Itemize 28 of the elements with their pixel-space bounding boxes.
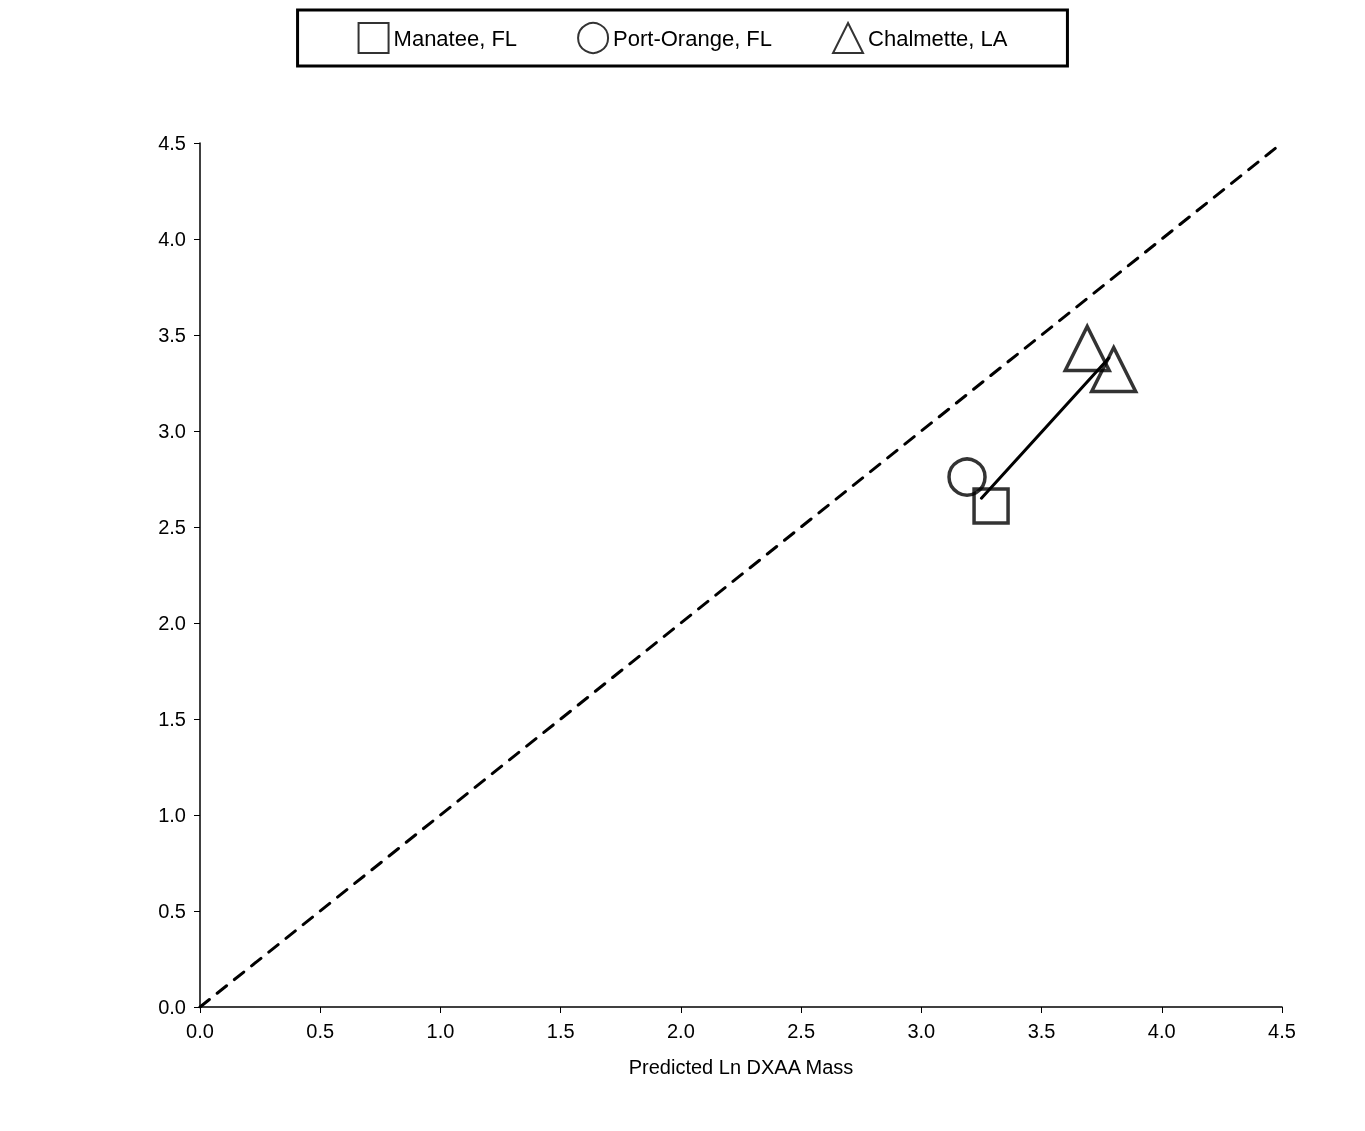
x-tick-label: 1.5 xyxy=(546,1020,575,1042)
x-tick-label: 3.0 xyxy=(907,1020,936,1042)
x-tick-label: 0.0 xyxy=(186,1020,214,1042)
y-tick-label: 4.5 xyxy=(158,132,186,154)
x-axis-title: Predicted Ln DXAA Mass xyxy=(628,1056,854,1078)
x-tick-label: 2.5 xyxy=(787,1020,816,1042)
x-tick-label: 2.0 xyxy=(666,1020,695,1042)
x-tick-label: 4.5 xyxy=(1268,1020,1296,1042)
point xyxy=(972,487,1010,525)
x-tick-label: 1.0 xyxy=(426,1020,455,1042)
y-tick-label: 1.5 xyxy=(158,708,186,730)
y-tick-label: 2.5 xyxy=(158,516,186,538)
y-tick-label: 3.5 xyxy=(158,324,186,346)
x-tick-label: 4.0 xyxy=(1147,1020,1176,1042)
point xyxy=(947,457,987,497)
x-tick-label: 3.5 xyxy=(1027,1020,1056,1042)
point xyxy=(1089,343,1139,394)
y-tick-label: 2.0 xyxy=(158,612,186,634)
x-tick-label: 0.5 xyxy=(306,1020,335,1042)
y-tick-label: 1.0 xyxy=(158,804,186,826)
y-tick-label: 0.0 xyxy=(158,996,186,1018)
y-tick-label: 3.0 xyxy=(158,420,186,442)
legend-label: Port-Orange, FL xyxy=(613,25,773,51)
legend-label: Chalmette, LA xyxy=(868,25,1008,51)
y-tick-label: 0.5 xyxy=(158,900,186,922)
legend-label: Manatee, FL xyxy=(393,25,518,51)
point xyxy=(1062,322,1112,373)
y-tick-label: 4.0 xyxy=(158,228,186,250)
